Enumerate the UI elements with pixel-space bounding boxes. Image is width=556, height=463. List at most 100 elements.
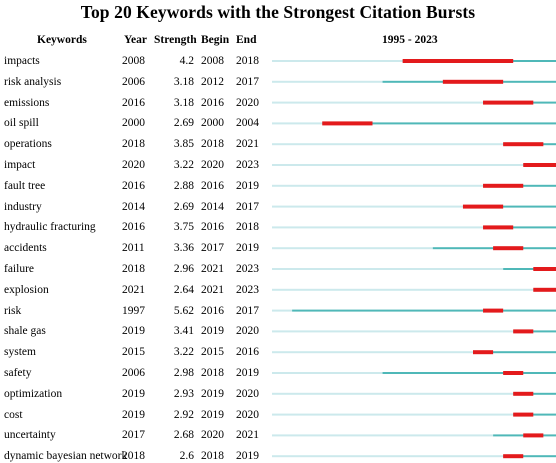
row-year: 2018 (122, 450, 145, 463)
burst-bar (503, 142, 544, 147)
row-keyword: failure (4, 263, 35, 275)
timeline-active-segment (513, 330, 556, 333)
burst-bar (533, 287, 556, 292)
row-end: 2018 (236, 55, 259, 67)
row-begin: 2018 (201, 367, 224, 379)
row-year: 2018 (122, 138, 145, 151)
row-begin: 2018 (201, 138, 224, 151)
header-strength: Strength (154, 34, 197, 46)
burst-bar (483, 183, 524, 188)
timeline-active-segment (462, 205, 556, 208)
row-begin: 2015 (201, 346, 224, 359)
row-end: 2019 (236, 367, 259, 379)
row-strength: 3.22 (173, 346, 194, 359)
row-strength: 3.18 (173, 96, 194, 109)
row-begin: 2016 (201, 96, 224, 109)
row-end: 2020 (236, 408, 259, 421)
row-year: 2015 (122, 346, 145, 359)
row-begin: 2018 (201, 450, 224, 463)
burst-bar (483, 225, 514, 230)
timeline-inactive-segment (272, 247, 433, 250)
row-year: 2016 (122, 179, 145, 192)
burst-bar (513, 329, 534, 334)
row-strength: 2.6 (179, 450, 194, 463)
row-strength: 2.98 (173, 367, 194, 379)
row-end: 2019 (236, 242, 259, 255)
row-end: 2021 (236, 138, 259, 151)
row-end: 2017 (236, 75, 259, 88)
row-year: 2020 (122, 159, 145, 171)
row-keyword: safety (4, 367, 32, 379)
row-begin: 2019 (201, 325, 224, 338)
row-keyword: accidents (4, 242, 47, 255)
row-year: 2014 (122, 200, 145, 213)
row-keyword: fault tree (4, 179, 46, 192)
timeline-inactive-segment (272, 434, 494, 437)
row-begin: 2016 (201, 304, 224, 317)
row-keyword: hydraulic fracturing (4, 221, 96, 234)
row-begin: 2016 (201, 221, 224, 234)
timeline-inactive-segment (272, 226, 484, 229)
row-keyword: emissions (4, 96, 50, 109)
timeline-inactive-segment (272, 60, 403, 62)
row-begin: 2000 (201, 117, 224, 130)
row-year: 2011 (122, 242, 145, 255)
header-range: 1995 - 2023 (382, 34, 438, 46)
header-keywords: Keywords (37, 34, 87, 46)
row-end: 2018 (236, 221, 259, 234)
row-strength: 3.75 (173, 221, 194, 234)
row-year: 2016 (122, 96, 145, 109)
burst-bar (533, 267, 556, 271)
timeline-active-segment (322, 122, 556, 125)
row-keyword: dynamic bayesian network (4, 450, 128, 463)
row-begin: 2012 (201, 75, 224, 88)
row-keyword: cost (4, 408, 23, 421)
timeline-active-segment (483, 226, 556, 229)
row-year: 2000 (122, 117, 145, 130)
row-keyword: optimization (4, 387, 63, 400)
burst-bar (513, 391, 534, 396)
row-keyword: risk analysis (4, 75, 62, 88)
row-keyword: impact (4, 159, 36, 171)
timeline-inactive-segment (272, 309, 293, 312)
row-end: 2020 (236, 387, 259, 400)
burst-bar (442, 79, 504, 84)
row-strength: 2.69 (173, 200, 194, 213)
timeline-active-segment (503, 455, 556, 458)
row-keyword: risk (4, 304, 22, 317)
row-year: 1997 (122, 304, 145, 317)
timeline-inactive-segment (272, 122, 323, 125)
row-end: 2023 (236, 263, 259, 275)
row-begin: 2021 (201, 263, 224, 275)
row-strength: 2.69 (173, 117, 194, 130)
row-end: 2019 (236, 450, 259, 463)
row-begin: 2016 (201, 179, 224, 192)
burst-bar (483, 100, 534, 105)
burst-bar (322, 121, 373, 126)
row-end: 2016 (236, 346, 259, 359)
row-strength: 3.41 (173, 325, 194, 338)
row-keyword: operations (4, 138, 52, 151)
row-keyword: impacts (4, 55, 40, 67)
burst-bar (483, 308, 504, 313)
row-end: 2020 (236, 325, 259, 338)
burst-bar (402, 59, 514, 63)
row-end: 2023 (236, 283, 259, 296)
row-keyword: shale gas (4, 325, 46, 338)
timeline-inactive-segment (272, 164, 524, 166)
header-end: End (236, 34, 257, 46)
row-strength: 2.68 (173, 429, 194, 442)
row-year: 2016 (122, 221, 145, 234)
row-begin: 2020 (201, 159, 224, 171)
row-keyword: industry (4, 200, 42, 213)
timeline-active-segment (513, 392, 556, 395)
row-year: 2019 (122, 408, 145, 421)
row-strength: 3.36 (173, 242, 194, 255)
timeline-inactive-segment (272, 101, 484, 104)
timeline-inactive-segment (272, 413, 514, 416)
timeline-inactive-segment (272, 80, 383, 83)
row-year: 2021 (122, 283, 145, 296)
timeline-inactive-segment (272, 351, 473, 354)
burst-bar (523, 433, 544, 438)
row-begin: 2019 (201, 387, 224, 400)
